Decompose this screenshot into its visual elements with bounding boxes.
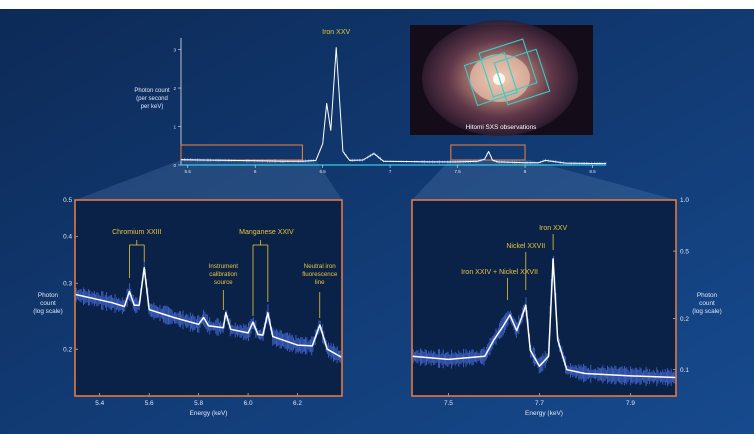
right-y-tick-label: 0.1 (680, 367, 689, 374)
annotation-calibration-line: Instrument (209, 263, 239, 270)
right-y-label: Photon count (log scale) (692, 292, 721, 315)
right-panel-border (411, 199, 677, 397)
overview-plot: Photon count (per second per keV) 0 1 2 3 5.5 6… (134, 29, 607, 174)
annotation-chromium: Chromium XXIII (112, 229, 161, 236)
overview-x-tick-label: 8 (524, 169, 527, 174)
overview-y-label: Photon count (per second per keV) (134, 88, 170, 110)
right-y-tick-label: 0.5 (680, 248, 689, 255)
right-y-label-line: Photon (697, 292, 718, 299)
right-x-tick-label: 7.9 (626, 400, 635, 407)
left-y-tick-label: 0.4 (63, 234, 72, 241)
left-y-label: Photon count (log scale) (33, 292, 62, 315)
right-y-label-line: (log scale) (692, 308, 721, 315)
overview-x-tick-label: 7 (389, 169, 392, 174)
right-x-axis-label: Energy (keV) (525, 410, 563, 417)
right-y-tick-label: 1.0 (680, 197, 689, 204)
annotation-iron-nickel-line: Iron XXIV + Nickel XXVII (461, 269, 538, 276)
annotation-nickel-line: Nickel XXVII (506, 243, 545, 250)
annotation-nickel: Nickel XXVII (506, 243, 545, 250)
zoom-panel-left: 5.4 5.6 5.8 6.0 6.2 0.2 0.3 0.4 0.5 Chromium XXI… (33, 197, 343, 417)
left-y-label-line: count (40, 300, 56, 307)
zoom-connector-left (75, 160, 342, 200)
annotation-calibration-line: calibration (209, 271, 238, 278)
overview-x-tick-label: 6.5 (319, 169, 326, 174)
zoom-connector-right (412, 160, 676, 200)
sxs-pointing-boxes (463, 38, 551, 107)
overview-y-tick-label: 3 (173, 48, 176, 53)
left-x-tick-label: 5.4 (95, 400, 104, 407)
annotation-calibration: Instrument calibration source (209, 263, 239, 286)
right-y-label-line: count (699, 300, 715, 307)
overview-y-label-line: Photon count (134, 88, 170, 94)
left-x-tick-label: 5.6 (145, 400, 154, 407)
right-y-tick-label: 0.2 (680, 316, 689, 323)
right-annotations: Iron XXIV + Nickel XXVII Nickel XXVII Iron… (461, 225, 567, 300)
overview-y-tick-label: 1 (173, 125, 176, 130)
left-y-tick-label: 0.2 (63, 346, 72, 353)
annotation-iron-xxv: Iron XXV (539, 225, 567, 232)
overview-x-tick-label: 7.5 (454, 169, 461, 174)
annotation-manganese: Manganese XXIV (239, 229, 294, 236)
overview-x-tick-label: 8.5 (589, 169, 596, 174)
left-x-tick-label: 5.8 (194, 400, 203, 407)
inset-caption: Hitomi SXS observations (466, 124, 537, 131)
left-x-axis-label: Energy (keV) (190, 410, 228, 417)
overview-y-tick-label: 2 (173, 86, 176, 91)
left-annotations: Chromium XXIII Instrument calibration sourc… (112, 229, 338, 318)
left-y-tick-label: 0.5 (63, 197, 72, 204)
overview-y-tick-label: 0 (173, 163, 176, 168)
overview-annotation: Iron XXV (322, 29, 350, 36)
left-y-tick-label: 0.3 (63, 280, 72, 287)
annotation-neutral-iron-line: line (315, 279, 325, 286)
left-x-tick-label: 6.0 (244, 400, 253, 407)
zoom-panel-right: 7.5 7.7 7.9 0.1 0.2 0.5 1.0 Iron XXIV + Nickel… (411, 197, 722, 417)
left-panel-border (74, 199, 343, 397)
left-y-axis-label: Photon count (log scale) (33, 292, 62, 315)
annotation-iron-nickel: Iron XXIV + Nickel XXVII (461, 269, 538, 276)
left-x-tick-label: 6.2 (293, 400, 302, 407)
hitomi-inset: Hitomi SXS observations (410, 20, 593, 136)
overview-x-tick-label: 6 (254, 169, 257, 174)
overview-x-tick-label: 5.5 (185, 169, 192, 174)
annotation-neutral-iron-line: Neutral iron (304, 263, 337, 270)
annotation-manganese-line: Manganese XXIV (239, 229, 294, 236)
overview-highlight-box-right (450, 144, 526, 161)
annotation-iron-xxv-line: Iron XXV (539, 225, 567, 232)
left-y-label-line: (log scale) (33, 308, 62, 315)
right-x-tick-label: 7.5 (444, 400, 453, 407)
right-y-axis-label: Photon count (log scale) (692, 292, 721, 315)
left-spectrum-line (74, 266, 343, 359)
overview-y-axis-label: Photon count (per second per keV) (134, 88, 170, 110)
annotation-neutral-iron: Neutral iron fluorescence line (302, 263, 338, 286)
annotation-calibration-line: source (214, 279, 233, 286)
overview-y-label-line: (per second (136, 96, 168, 102)
annotation-neutral-iron-line: fluorescence (302, 271, 338, 278)
annotation-chromium-line: Chromium XXIII (112, 229, 161, 236)
overview-spectrum-line (180, 47, 606, 164)
left-y-label-line: Photon (38, 292, 59, 299)
right-spectrum-line (411, 258, 677, 379)
left-panel-background (75, 200, 342, 396)
overview-y-label-line: per keV) (141, 104, 164, 110)
right-x-tick-label: 7.7 (535, 400, 544, 407)
